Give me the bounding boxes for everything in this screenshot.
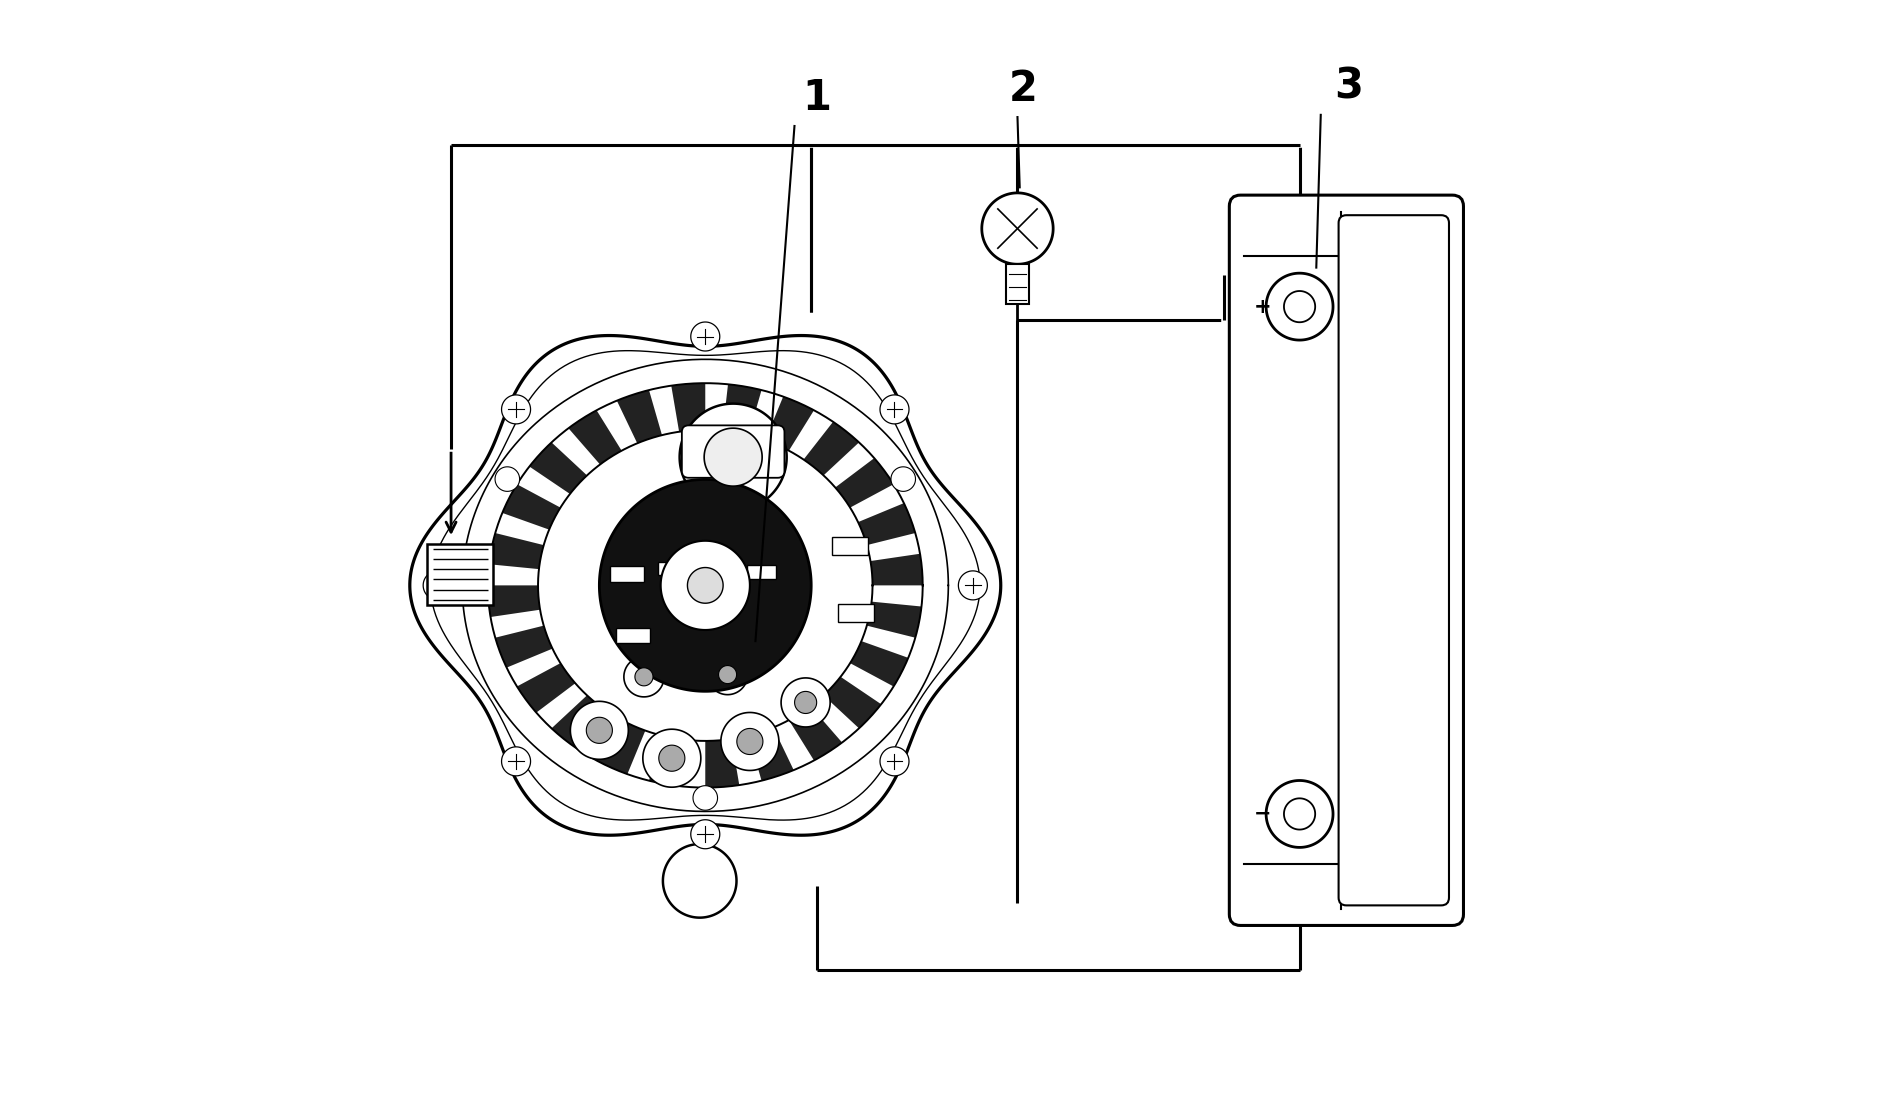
Polygon shape — [958, 571, 986, 600]
Polygon shape — [871, 554, 922, 585]
Polygon shape — [748, 727, 793, 780]
Polygon shape — [824, 677, 880, 728]
Polygon shape — [659, 745, 684, 772]
Text: 2: 2 — [1009, 68, 1037, 110]
Polygon shape — [616, 390, 661, 444]
Polygon shape — [586, 717, 612, 744]
Polygon shape — [648, 736, 688, 786]
Polygon shape — [495, 626, 552, 668]
Polygon shape — [501, 747, 531, 776]
Polygon shape — [661, 541, 750, 630]
Polygon shape — [718, 666, 737, 683]
Bar — [616, 628, 650, 643]
Polygon shape — [1266, 780, 1332, 847]
Polygon shape — [635, 668, 652, 686]
Polygon shape — [1283, 798, 1315, 830]
Polygon shape — [689, 820, 720, 849]
Bar — [746, 565, 774, 580]
Polygon shape — [518, 663, 574, 712]
Polygon shape — [569, 410, 621, 465]
Polygon shape — [671, 384, 705, 432]
Polygon shape — [487, 585, 540, 617]
Polygon shape — [793, 691, 816, 714]
Polygon shape — [570, 701, 627, 759]
Polygon shape — [980, 193, 1052, 264]
Bar — [657, 562, 686, 575]
FancyBboxPatch shape — [1337, 215, 1449, 905]
Polygon shape — [705, 428, 761, 486]
Polygon shape — [597, 720, 644, 774]
Polygon shape — [599, 479, 810, 691]
Polygon shape — [850, 641, 909, 687]
Bar — [831, 537, 867, 555]
Polygon shape — [706, 655, 748, 695]
Polygon shape — [688, 568, 723, 603]
Polygon shape — [780, 678, 829, 727]
Polygon shape — [642, 729, 701, 787]
Polygon shape — [680, 404, 786, 511]
Polygon shape — [502, 484, 561, 530]
Bar — [1005, 264, 1028, 304]
Polygon shape — [880, 747, 909, 776]
Polygon shape — [737, 728, 763, 755]
Polygon shape — [1266, 273, 1332, 340]
Polygon shape — [689, 322, 720, 351]
Polygon shape — [489, 533, 544, 569]
Polygon shape — [722, 385, 761, 435]
FancyBboxPatch shape — [682, 425, 784, 477]
Polygon shape — [423, 571, 451, 600]
Polygon shape — [693, 786, 718, 811]
Polygon shape — [663, 844, 737, 918]
Polygon shape — [880, 395, 909, 424]
Text: −: − — [1254, 804, 1271, 824]
Polygon shape — [890, 467, 914, 492]
Text: 1: 1 — [801, 77, 831, 119]
Polygon shape — [623, 657, 663, 697]
Polygon shape — [495, 467, 519, 492]
Polygon shape — [410, 336, 999, 835]
Polygon shape — [803, 421, 859, 475]
Polygon shape — [765, 397, 814, 450]
Text: 3: 3 — [1334, 66, 1362, 108]
Polygon shape — [858, 503, 914, 545]
Polygon shape — [720, 712, 778, 770]
Polygon shape — [529, 443, 587, 494]
Polygon shape — [788, 706, 842, 760]
Polygon shape — [501, 395, 531, 424]
Polygon shape — [835, 458, 893, 507]
FancyBboxPatch shape — [1228, 195, 1462, 925]
Bar — [837, 604, 873, 622]
Text: +: + — [1252, 297, 1271, 317]
Polygon shape — [867, 602, 922, 638]
Bar — [610, 566, 644, 582]
Bar — [427, 544, 493, 604]
Polygon shape — [705, 739, 739, 787]
Polygon shape — [1283, 291, 1315, 322]
Polygon shape — [552, 696, 606, 749]
